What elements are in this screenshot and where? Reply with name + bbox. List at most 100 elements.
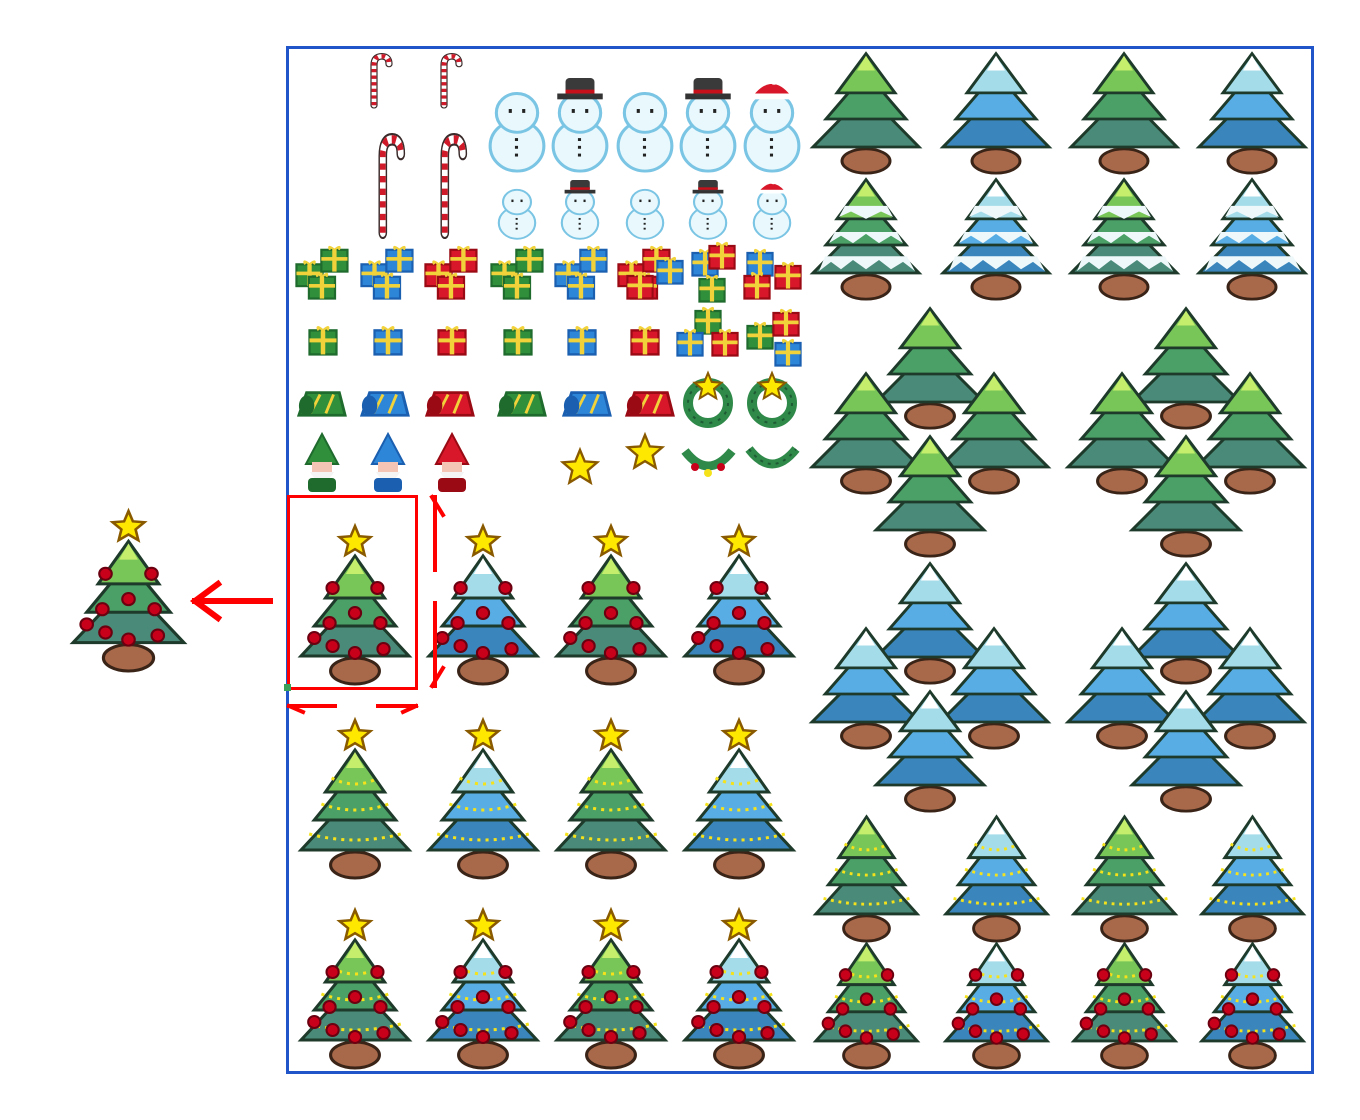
red-gnome[interactable] bbox=[432, 431, 472, 492]
green-tree[interactable] bbox=[872, 433, 988, 558]
green-tree[interactable] bbox=[1067, 50, 1181, 175]
blue-wrapping-paper[interactable] bbox=[359, 387, 410, 419]
blue-tree-snow[interactable] bbox=[1195, 176, 1309, 301]
blue-tree[interactable] bbox=[1128, 688, 1244, 813]
green-tree-lights[interactable] bbox=[812, 813, 920, 943]
blue-tree[interactable] bbox=[936, 625, 1052, 750]
star[interactable] bbox=[559, 446, 601, 486]
blue-tree-lights[interactable] bbox=[942, 813, 1050, 943]
blue-wrapping-paper[interactable] bbox=[561, 387, 612, 419]
blue-tree[interactable] bbox=[1128, 560, 1244, 685]
green-wrapping-paper[interactable] bbox=[496, 387, 547, 419]
blue-gift[interactable] bbox=[676, 327, 704, 357]
green-tree-star-lights[interactable] bbox=[553, 716, 669, 880]
blue-tree-star-ornaments-lights[interactable] bbox=[681, 906, 797, 1070]
green-tree-star-ornaments[interactable] bbox=[553, 522, 669, 686]
green-tree-star-ornaments-lights[interactable] bbox=[553, 906, 669, 1070]
green-tree[interactable] bbox=[808, 370, 924, 495]
blue-tree-star-ornaments-lights[interactable] bbox=[425, 906, 541, 1070]
garland-ornaments[interactable] bbox=[680, 447, 736, 477]
red-gift[interactable] bbox=[630, 324, 660, 356]
red-gift[interactable] bbox=[772, 307, 800, 337]
blue-gift[interactable] bbox=[373, 324, 403, 356]
blue-tree-snow[interactable] bbox=[939, 176, 1053, 301]
candy-cane-small[interactable] bbox=[435, 52, 465, 109]
snowman-none[interactable] bbox=[486, 78, 548, 173]
green-gnome[interactable] bbox=[302, 431, 342, 492]
blue-tree-star-ornaments[interactable] bbox=[681, 522, 797, 686]
small-snowman-none[interactable] bbox=[496, 180, 538, 240]
green-tree[interactable] bbox=[1192, 370, 1308, 495]
snowman-santa-hat[interactable] bbox=[741, 76, 803, 173]
wreath-star-gold[interactable] bbox=[745, 369, 800, 428]
red-wrapping-paper[interactable] bbox=[624, 387, 675, 419]
red-gift[interactable] bbox=[774, 260, 802, 290]
green-tree[interactable] bbox=[872, 305, 988, 430]
candy-cane-large[interactable] bbox=[434, 132, 470, 239]
green-tree[interactable] bbox=[1128, 433, 1244, 558]
blue-gift[interactable] bbox=[656, 255, 684, 285]
small-snowman-top-hat[interactable] bbox=[687, 180, 729, 240]
blue-gift[interactable] bbox=[746, 247, 774, 277]
blue-tree-star-lights[interactable] bbox=[425, 716, 541, 880]
red-gift[interactable] bbox=[743, 270, 771, 300]
red-gift[interactable] bbox=[711, 327, 739, 357]
green-tree-ornaments-lights[interactable] bbox=[1070, 940, 1178, 1070]
green-gift[interactable] bbox=[746, 320, 774, 350]
blue-tree[interactable] bbox=[872, 688, 988, 813]
snowman-none[interactable] bbox=[614, 78, 676, 173]
blue-tree-ornaments-lights[interactable] bbox=[1198, 940, 1306, 1070]
green-tree-star-lights[interactable] bbox=[297, 716, 413, 880]
small-snowman-santa-hat[interactable] bbox=[751, 179, 793, 240]
green-wrapping-paper[interactable] bbox=[296, 387, 347, 419]
blue-tree[interactable] bbox=[1195, 50, 1309, 175]
green-tree[interactable] bbox=[809, 50, 923, 175]
green-gift-stack[interactable] bbox=[295, 244, 351, 300]
blue-tree[interactable] bbox=[1192, 625, 1308, 750]
blue-tree-lights[interactable] bbox=[1198, 813, 1306, 943]
green-gift[interactable] bbox=[503, 324, 533, 356]
green-tree-star-ornaments-lights[interactable] bbox=[297, 906, 413, 1070]
green-gift[interactable] bbox=[694, 305, 722, 335]
preview-green-tree-star-ornaments[interactable] bbox=[69, 507, 187, 673]
red-gift[interactable] bbox=[437, 324, 467, 356]
selection-origin-handle[interactable] bbox=[284, 684, 291, 691]
blue-gift[interactable] bbox=[774, 337, 802, 367]
green-tree-lights[interactable] bbox=[1070, 813, 1178, 943]
garland[interactable] bbox=[744, 445, 800, 475]
green-tree-star-ornaments[interactable] bbox=[297, 522, 413, 686]
green-gift[interactable] bbox=[698, 273, 726, 303]
snowman-top-hat[interactable] bbox=[677, 77, 739, 173]
blue-gnome[interactable] bbox=[368, 431, 408, 492]
blue-tree[interactable] bbox=[808, 625, 924, 750]
snowman-top-hat[interactable] bbox=[549, 77, 611, 173]
blue-gift[interactable] bbox=[567, 324, 597, 356]
blue-tree[interactable] bbox=[1064, 625, 1180, 750]
red-gift[interactable] bbox=[626, 270, 654, 300]
green-gift-stack[interactable] bbox=[490, 244, 546, 300]
wreath-star[interactable] bbox=[681, 369, 736, 428]
green-tree-snow[interactable] bbox=[809, 176, 923, 301]
red-gift[interactable] bbox=[708, 240, 736, 270]
green-tree-snow[interactable] bbox=[1067, 176, 1181, 301]
blue-tree-star-ornaments[interactable] bbox=[425, 522, 541, 686]
red-wrapping-paper[interactable] bbox=[424, 387, 475, 419]
blue-gift-stack[interactable] bbox=[360, 244, 416, 300]
green-tree-ornaments-lights[interactable] bbox=[812, 940, 920, 1070]
blue-tree[interactable] bbox=[939, 50, 1053, 175]
green-gift[interactable] bbox=[308, 324, 338, 356]
green-tree[interactable] bbox=[1064, 370, 1180, 495]
green-tree[interactable] bbox=[936, 370, 1052, 495]
small-snowman-none[interactable] bbox=[624, 180, 666, 240]
candy-cane-large[interactable] bbox=[372, 132, 408, 239]
blue-tree-ornaments-lights[interactable] bbox=[942, 940, 1050, 1070]
blue-tree[interactable] bbox=[872, 560, 988, 685]
red-gift-stack[interactable] bbox=[424, 244, 480, 300]
green-tree[interactable] bbox=[1128, 305, 1244, 430]
small-snowman-top-hat[interactable] bbox=[559, 180, 601, 240]
blue-gift-stack[interactable] bbox=[554, 244, 610, 300]
candy-cane-small[interactable] bbox=[365, 52, 395, 109]
selection-box[interactable] bbox=[287, 495, 418, 690]
blue-tree-star-lights[interactable] bbox=[681, 716, 797, 880]
star[interactable] bbox=[624, 431, 666, 471]
